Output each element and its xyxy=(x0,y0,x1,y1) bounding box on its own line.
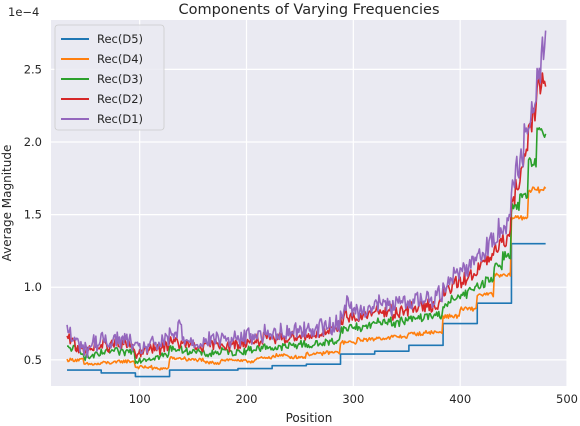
chart-title: Components of Varying Frequencies xyxy=(178,2,439,18)
x-tick-label: 200 xyxy=(236,392,258,406)
x-tick-label: 100 xyxy=(129,392,151,406)
legend-label: Rec(D5) xyxy=(97,32,143,46)
y-axis-offset-label: 1e−4 xyxy=(8,5,39,19)
y-tick-labels: 0.5 1.0 1.5 2.0 2.5 xyxy=(24,62,42,366)
legend-box xyxy=(54,24,165,131)
y-axis-label: Average Magnitude xyxy=(0,145,14,262)
series-line xyxy=(66,127,547,365)
series-line xyxy=(67,242,546,378)
x-tick-label: 300 xyxy=(342,392,364,406)
legend-label: Rec(D1) xyxy=(97,112,143,126)
x-axis-label: Position xyxy=(286,411,333,425)
x-tick-label: 500 xyxy=(556,392,578,406)
legend-label: Rec(D3) xyxy=(97,72,143,86)
y-tick-label: 2.5 xyxy=(24,62,42,76)
legend-label: Rec(D2) xyxy=(97,92,143,106)
legend: Rec(D5) Rec(D4) Rec(D3) Rec(D2) Rec(D1) xyxy=(54,24,165,131)
y-tick-label: 2.0 xyxy=(24,135,42,149)
y-tick-label: 1.5 xyxy=(24,208,42,222)
x-tick-label: 400 xyxy=(449,392,471,406)
series-line xyxy=(66,30,547,359)
x-tick-labels: 100 200 300 400 500 xyxy=(129,392,578,406)
legend-label: Rec(D4) xyxy=(97,52,143,66)
y-tick-label: 0.5 xyxy=(24,353,42,367)
series-line xyxy=(66,186,547,371)
series-lines xyxy=(66,30,547,378)
y-tick-label: 1.0 xyxy=(24,280,42,294)
